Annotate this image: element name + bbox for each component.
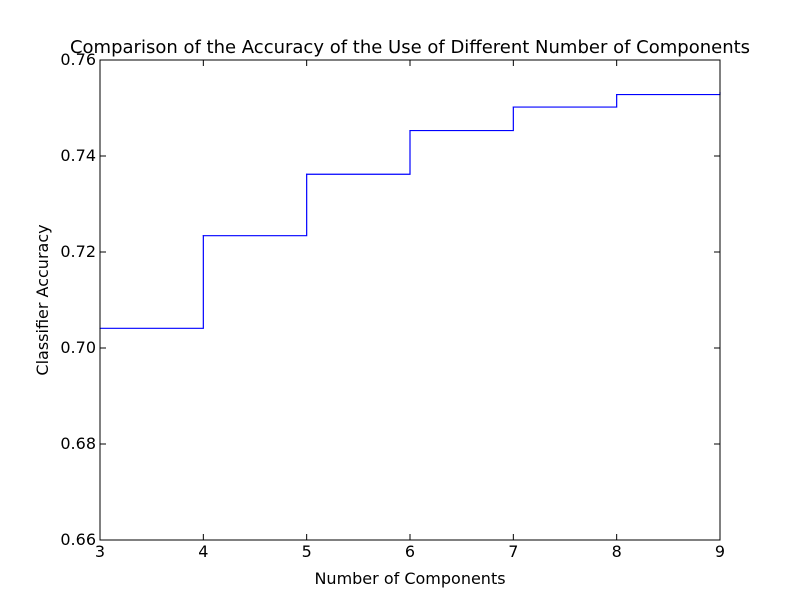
chart-title: Comparison of the Accuracy of the Use of… [70, 37, 750, 58]
x-axis-ticks: 3 4 5 6 7 8 9 [95, 60, 725, 561]
x-axis-label: Number of Components [314, 569, 505, 588]
x-tick-label: 3 [95, 542, 105, 561]
data-point [202, 235, 204, 237]
y-tick-label: 0.68 [60, 434, 96, 453]
x-tick-label: 4 [198, 542, 208, 561]
data-point [409, 129, 411, 132]
x-tick-label: 9 [715, 542, 725, 561]
x-tick-label: 8 [612, 542, 622, 561]
x-tick-label: 6 [405, 542, 415, 561]
y-axis-ticks: 0.66 0.68 0.70 0.72 0.74 0.76 [60, 50, 720, 549]
data-point [306, 173, 308, 175]
plot-area [99, 92, 721, 329]
y-tick-label: 0.70 [60, 338, 96, 357]
data-point [616, 93, 618, 96]
y-tick-label: 0.76 [60, 50, 96, 69]
y-tick-label: 0.66 [60, 530, 96, 549]
data-point [512, 106, 514, 108]
y-tick-label: 0.72 [60, 242, 96, 261]
y-axis-label: Classifier Accuracy [33, 224, 52, 375]
x-tick-label: 5 [302, 542, 312, 561]
x-tick-label: 7 [508, 542, 518, 561]
y-tick-label: 0.74 [60, 146, 96, 165]
series-line-0 [100, 92, 721, 329]
